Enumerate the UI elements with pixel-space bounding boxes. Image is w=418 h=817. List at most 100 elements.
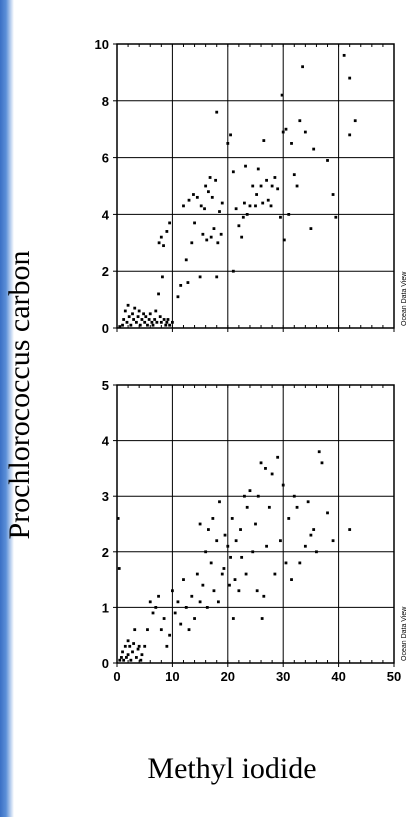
data-point [312, 147, 316, 151]
data-point [209, 561, 213, 565]
data-point [159, 320, 163, 324]
data-point [210, 195, 214, 199]
data-point [326, 511, 329, 515]
data-point [348, 76, 352, 80]
plot-frame [116, 43, 395, 329]
data-point [162, 318, 166, 321]
y-tick-label: 4 [102, 207, 110, 222]
data-point [266, 198, 270, 202]
data-point [230, 517, 234, 520]
data-point [179, 284, 183, 287]
data-point [155, 320, 159, 324]
x-tick-label: 10 [165, 669, 179, 684]
data-point [120, 656, 123, 659]
data-point [243, 201, 246, 205]
data-point [126, 639, 130, 643]
data-point [159, 235, 163, 239]
data-point [132, 318, 136, 321]
data-point [187, 198, 191, 202]
data-point [122, 658, 126, 662]
data-point [239, 528, 242, 531]
data-point [284, 561, 288, 565]
data-point [254, 204, 257, 208]
y-tick-label: 2 [102, 545, 109, 560]
data-point [118, 658, 122, 662]
data-point [270, 184, 274, 188]
data-point [251, 550, 255, 554]
data-point [222, 567, 226, 570]
data-point [234, 539, 238, 543]
data-point [320, 461, 324, 465]
data-point [264, 467, 267, 470]
data-point [187, 628, 191, 632]
data-point [295, 505, 299, 509]
data-point [284, 127, 288, 131]
x-tick-label: 0 [113, 669, 120, 684]
data-point [144, 315, 148, 319]
data-point [209, 235, 213, 239]
data-point [262, 139, 266, 142]
data-point [208, 176, 212, 179]
x-axis-label: Methyl iodide [147, 752, 317, 785]
data-point [131, 312, 134, 316]
data-point [248, 489, 252, 493]
data-point [211, 517, 215, 520]
data-point [127, 315, 131, 319]
data-point [353, 119, 357, 123]
y-tick-label: 0 [102, 656, 109, 671]
data-point [229, 555, 232, 559]
data-point [298, 561, 302, 565]
data-point [309, 533, 313, 537]
data-point [226, 142, 230, 145]
data-point [190, 594, 194, 598]
data-point [176, 600, 180, 604]
data-point [276, 187, 280, 191]
data-point [251, 184, 255, 188]
data-point [281, 130, 285, 134]
data-point [182, 578, 185, 581]
data-point [212, 227, 216, 230]
data-point [195, 195, 199, 199]
data-point [159, 628, 163, 632]
data-point [151, 323, 155, 327]
data-point [241, 215, 245, 219]
data-point [231, 269, 235, 273]
data-point [273, 176, 277, 179]
data-point [192, 193, 195, 196]
data-point [292, 494, 296, 498]
data-point [133, 306, 137, 310]
data-point [260, 617, 264, 620]
data-point [190, 241, 194, 245]
data-point [136, 315, 140, 319]
data-point [176, 295, 180, 299]
ocean-data-view-watermark: Ocean Data View [401, 606, 408, 661]
data-point [134, 320, 138, 324]
data-point [136, 647, 140, 651]
x-tick-label: 20 [221, 669, 235, 684]
data-point [220, 572, 224, 576]
data-point [237, 589, 241, 593]
data-point [182, 204, 185, 208]
data-point [184, 258, 188, 262]
data-point [215, 110, 219, 114]
data-point [168, 633, 172, 637]
x-tick-label: 40 [331, 669, 345, 684]
data-point [146, 628, 149, 632]
y-tick-label: 6 [102, 151, 109, 166]
data-point [298, 119, 302, 123]
data-point [207, 190, 210, 194]
data-point [154, 309, 158, 313]
data-point [148, 312, 152, 316]
data-point [148, 600, 152, 604]
data-point [287, 517, 291, 520]
data-point [290, 578, 293, 581]
data-point [121, 323, 124, 327]
data-point [166, 318, 170, 321]
data-point [228, 583, 231, 587]
data-point [269, 204, 273, 208]
data-point [138, 323, 142, 327]
data-point [157, 292, 160, 296]
data-point [240, 555, 244, 559]
data-point [281, 483, 285, 487]
